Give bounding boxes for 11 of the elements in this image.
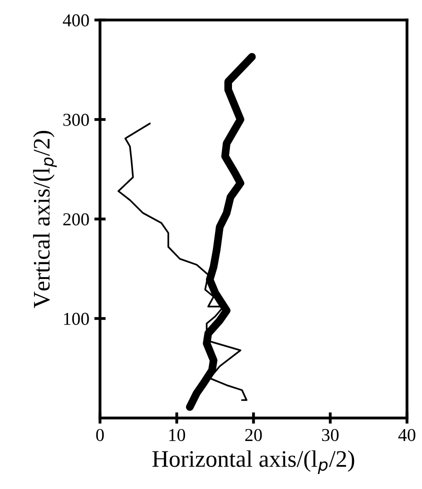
x-tick-label: 30: [322, 428, 339, 442]
x-tick-label: 0: [96, 428, 104, 442]
x-tick-label: 20: [245, 428, 262, 442]
y-tick-label: 100: [64, 312, 89, 325]
y-tick-label: 300: [63, 114, 89, 126]
x-tick-label: 40: [398, 428, 416, 442]
y-tick-label: 200: [63, 213, 89, 226]
y-tick-label: 400: [62, 14, 89, 26]
y-axis-title: Vertical axis/(l$_{p}$/2): [33, 130, 57, 308]
x-axis-title: Horizontal axis/(l$_{p}$/2): [152, 450, 354, 474]
x-tick-label: 10: [169, 428, 186, 442]
